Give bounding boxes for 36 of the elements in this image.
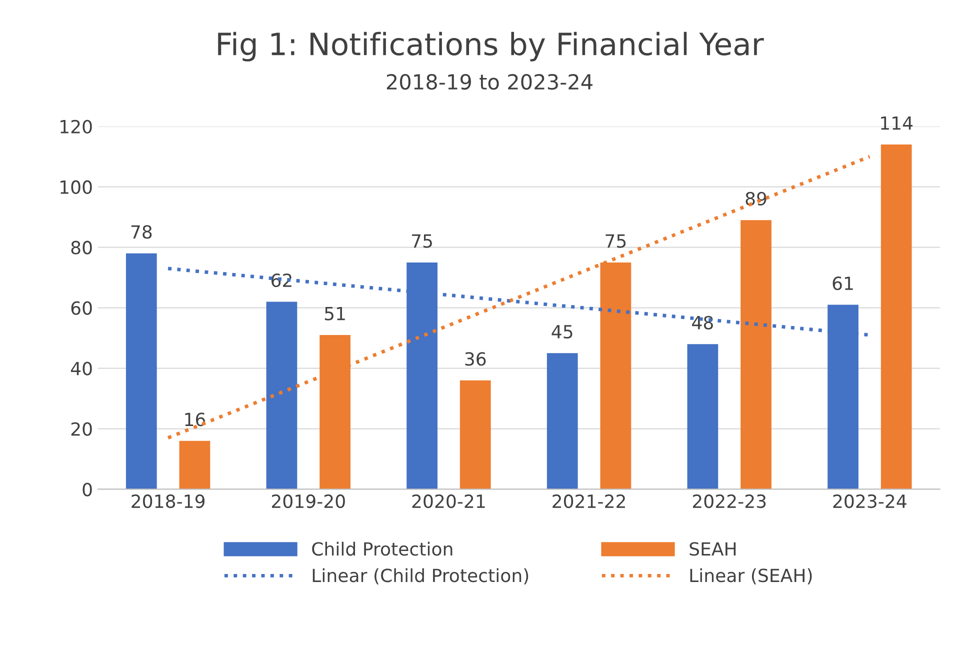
y-tick-label: 0 — [82, 482, 92, 496]
bar — [880, 144, 912, 490]
data-label: 78 — [131, 225, 152, 239]
y-tick-label: 20 — [71, 422, 92, 436]
data-label: 51 — [324, 306, 345, 320]
bar — [460, 380, 491, 490]
y-tick-label: 100 — [60, 180, 92, 194]
data-label: 114 — [881, 116, 913, 130]
y-tick-label: 60 — [71, 301, 92, 315]
bar — [266, 302, 298, 490]
y-tick-label: 40 — [70, 362, 92, 376]
bar — [546, 353, 578, 490]
legend-label: Linear (SEAH) — [690, 568, 812, 584]
data-label: 45 — [552, 325, 572, 339]
bar — [126, 253, 157, 490]
bar — [687, 344, 718, 490]
data-label: 48 — [692, 316, 713, 330]
bar — [179, 440, 210, 490]
data-label: 75 — [606, 234, 626, 248]
x-tick-label: 2021-22 — [552, 494, 625, 508]
legend-label: Linear (Child Protection) — [312, 568, 528, 584]
x-tick-label: 2020-21 — [412, 494, 485, 508]
bar — [740, 220, 772, 490]
y-tick-label: 80 — [71, 240, 92, 254]
data-label: 61 — [832, 276, 853, 290]
chart-subtitle: 2018-19 to 2023-24 — [386, 74, 592, 90]
x-tick-label: 2023-24 — [833, 494, 906, 508]
x-tick-label: 2019-20 — [272, 494, 345, 508]
data-label: 36 — [465, 352, 486, 366]
legend-label: SEAH — [690, 542, 736, 556]
x-tick-label: 2018-19 — [132, 494, 205, 508]
chart-title: Fig 1: Notifications by Financial Year — [218, 32, 764, 62]
legend-label: Child Protection — [312, 542, 452, 556]
y-tick-label: 120 — [60, 120, 92, 134]
x-tick-label: 2022-23 — [692, 494, 766, 508]
data-label: 75 — [412, 234, 432, 248]
